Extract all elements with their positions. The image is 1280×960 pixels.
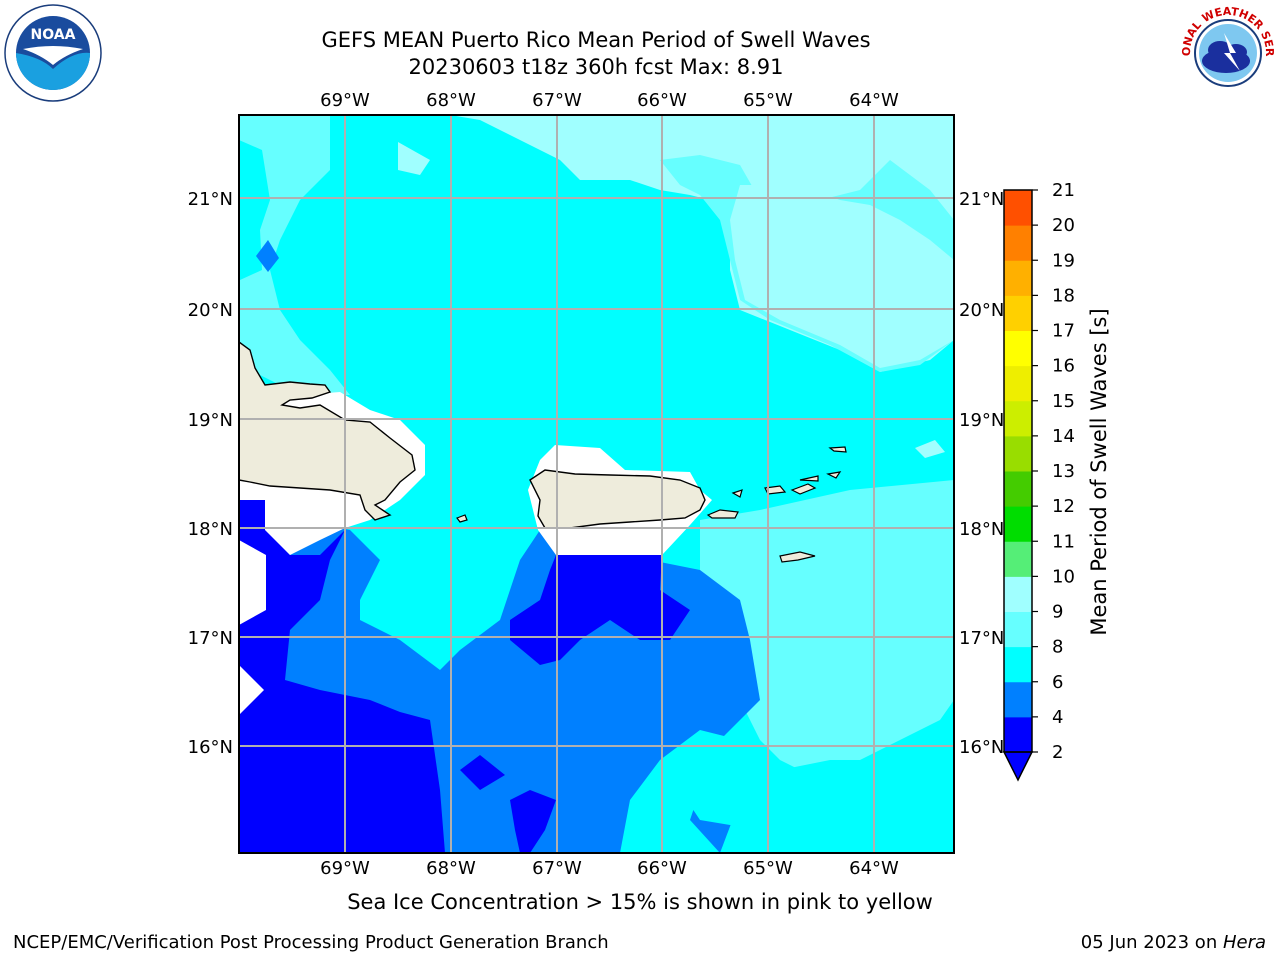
lon-tick-bottom: 66°W <box>637 858 687 879</box>
machine-name: Hera <box>1222 932 1266 953</box>
lon-tick-top: 66°W <box>637 90 687 111</box>
field-6-8s-west-inner <box>239 140 270 280</box>
colorbar-segment <box>1004 541 1032 577</box>
lon-tick-top: 64°W <box>849 90 899 111</box>
colorbar-tick-label: 4 <box>1052 707 1063 728</box>
colorbar-segment <box>1004 611 1032 648</box>
lat-tick-right: 18°N <box>959 519 1004 540</box>
island-culebra <box>731 489 743 498</box>
colorbar-tick-label: 8 <box>1052 637 1063 658</box>
colorbar-tick-label: 6 <box>1052 672 1063 693</box>
sea-ice-note: Sea Ice Concentration > 15% is shown in … <box>347 890 933 914</box>
field-2-4s-south <box>239 500 445 853</box>
colorbar-segment <box>1004 646 1032 683</box>
chart-title: GEFS MEAN Puerto Rico Mean Period of Swe… <box>321 28 871 52</box>
map-gridlines <box>239 115 954 853</box>
colorbar-segment <box>1004 295 1032 331</box>
colorbar-segment <box>1004 435 1032 472</box>
colorbar-tick-label: 10 <box>1052 566 1075 587</box>
field-2-4s-patch-nw <box>256 240 279 272</box>
lon-tick-top: 65°W <box>743 90 793 111</box>
colorbar-tick-label: 18 <box>1052 285 1075 306</box>
lat-tick-right: 19°N <box>959 410 1004 431</box>
lat-tick-right: 20°N <box>959 300 1004 321</box>
colorbar-label: Mean Period of Swell Waves [s] <box>1087 308 1111 635</box>
lon-tick-bottom: 64°W <box>849 858 899 879</box>
chart-subtitle: 20230603 t18z 360h fcst Max: 8.91 <box>408 55 784 79</box>
colorbar-tick-label: 2 <box>1052 742 1063 763</box>
lat-tick-right: 17°N <box>959 628 1004 649</box>
lon-tick-bottom: 68°W <box>426 858 476 879</box>
lat-tick-right: 16°N <box>959 737 1004 758</box>
colorbar-tick-label: 9 <box>1052 602 1063 623</box>
field-6-8s-south-east <box>720 760 954 853</box>
colorbar-segment <box>1004 365 1032 402</box>
lon-tick-bottom: 69°W <box>320 858 370 879</box>
producer-credit: NCEP/EMC/Verification Post Processing Pr… <box>13 932 609 953</box>
colorbar-tick-label: 19 <box>1052 250 1075 271</box>
noaa-logo-text: NOAA <box>31 27 76 43</box>
nws-logo: NATIONAL WEATHER SERVICE <box>1178 3 1276 100</box>
colorbar-tick-label: 12 <box>1052 496 1075 517</box>
lon-tick-top: 68°W <box>426 90 476 111</box>
field-2-4s-south-patch2 <box>510 790 556 853</box>
map-frame <box>238 114 955 854</box>
colorbar-tick-label: 15 <box>1052 391 1075 412</box>
island-mona <box>456 514 468 523</box>
colorbar-segment <box>1004 681 1032 718</box>
field-6-8s-sw-tongue <box>370 540 520 620</box>
colorbar-segment <box>1004 330 1032 367</box>
field-8-9s-patch-e <box>915 440 945 458</box>
lat-tick-right: 21°N <box>959 189 1004 210</box>
island-vieques <box>706 509 739 519</box>
colorbar-segment <box>1004 471 1032 507</box>
lat-tick-left: 16°N <box>188 737 233 758</box>
masked-area-west-edge2 <box>239 665 264 715</box>
lat-tick-left: 18°N <box>188 519 233 540</box>
colorbar: 2 4 6 8 9 10 11 12 13 14 15 16 17 18 19 20 21 <box>1002 180 1075 782</box>
island-st-john <box>790 483 817 495</box>
colorbar-segment <box>1004 506 1032 542</box>
lon-tick-bottom: 65°W <box>743 858 793 879</box>
island-st-croix <box>779 551 816 563</box>
colorbar-tick-label: 17 <box>1052 321 1075 342</box>
colorbar-segment <box>1004 576 1032 612</box>
lat-tick-left: 21°N <box>188 189 233 210</box>
run-date-text: 05 Jun 2023 on <box>1080 932 1223 953</box>
colorbar-tick-label: 20 <box>1052 215 1075 236</box>
noaa-logo: NOAA <box>4 4 102 102</box>
island-anegada <box>828 446 847 453</box>
colorbar-extend-arrow <box>1002 751 1034 782</box>
lat-tick-left: 20°N <box>188 300 233 321</box>
colorbar-tick-label: 13 <box>1052 461 1075 482</box>
run-date: 05 Jun 2023 on Hera <box>1081 932 1266 953</box>
colorbar-segment <box>1004 260 1032 296</box>
field-6-8s-southeast <box>700 480 954 780</box>
colorbar-segment <box>1004 225 1032 261</box>
colorbar-segment <box>1004 190 1032 226</box>
lon-tick-top: 67°W <box>532 90 582 111</box>
field-8-9s-north-patch <box>398 142 430 175</box>
colorbar-tick-label: 16 <box>1052 356 1075 377</box>
lon-tick-bottom: 67°W <box>532 858 582 879</box>
island-virgin-gorda <box>826 471 842 479</box>
field-8-9s-ne <box>730 185 954 368</box>
lat-tick-left: 17°N <box>188 628 233 649</box>
land-hispaniola <box>239 341 416 521</box>
colorbar-segment <box>1004 400 1032 437</box>
swell-period-field <box>239 115 954 853</box>
colorbar-tick-label: 11 <box>1052 531 1075 552</box>
island-tortola <box>799 475 819 482</box>
masked-area-west-edge <box>239 540 266 625</box>
lon-tick-top: 69°W <box>320 90 370 111</box>
colorbar-tick-label: 21 <box>1052 180 1075 201</box>
field-2-4s-south-patch1 <box>460 755 505 790</box>
field-6-8s-south-wedge <box>620 730 768 853</box>
lat-tick-left: 19°N <box>188 410 233 431</box>
colorbar-segment <box>1004 716 1032 753</box>
colorbar-tick-label: 14 <box>1052 426 1075 447</box>
